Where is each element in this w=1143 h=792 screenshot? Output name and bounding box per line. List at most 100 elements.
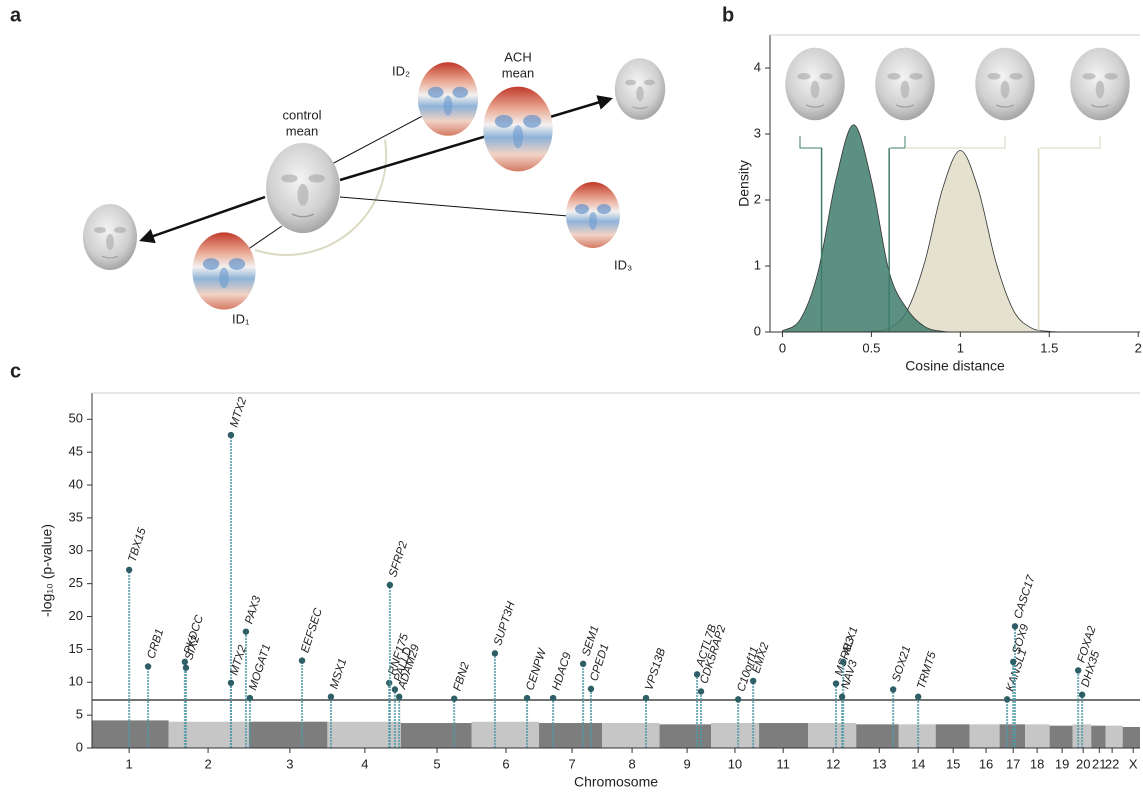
y-tick-label: 0 [76, 739, 83, 754]
x-tick-label: 17 [1006, 756, 1020, 771]
gene-label: CRB1 [145, 627, 166, 660]
peak-point [247, 695, 253, 701]
peak-point [643, 695, 649, 701]
y-tick-label: 20 [69, 608, 83, 623]
gene-label: PAX3 [243, 594, 263, 625]
background-band [1123, 727, 1140, 748]
background-band [539, 723, 602, 748]
x-tick-label: 1.5 [1040, 340, 1058, 355]
peak-point [588, 686, 594, 692]
gene-label: MSX1 [328, 657, 349, 691]
background-band [1091, 726, 1105, 748]
peak-point [915, 694, 921, 700]
peak-point [840, 659, 846, 665]
plot-area [782, 125, 1138, 332]
connector [244, 226, 282, 252]
panel-label: a [10, 4, 22, 26]
background-band [602, 723, 660, 748]
label: ID₃ [614, 257, 632, 272]
x-tick-label: 7 [568, 756, 575, 771]
peak-point [299, 657, 305, 663]
peak-point [1079, 692, 1085, 698]
gene-label: EEFSEC [299, 606, 325, 654]
gene-label: HDAC9 [550, 651, 574, 692]
label: mean [502, 65, 535, 80]
x-tick-label: 2 [204, 756, 211, 771]
peak-point [328, 694, 334, 700]
connector [800, 136, 822, 148]
peak-point [550, 695, 556, 701]
peak-point [735, 696, 741, 702]
background-band [808, 723, 856, 748]
y-tick-label: 40 [69, 476, 83, 491]
y-tick-label: 30 [69, 542, 83, 557]
y-tick-label: 5 [76, 707, 83, 722]
background-band [472, 722, 540, 748]
y-tick-label: 15 [69, 641, 83, 656]
x-tick-label: 15 [946, 756, 960, 771]
y-tick-label: 2 [754, 191, 761, 206]
gene-label: SUPT3H [492, 600, 518, 648]
y-tick-label: 50 [69, 411, 83, 426]
y-tick-label: 1 [754, 257, 761, 272]
x-tick-label: 9 [683, 756, 690, 771]
connector [340, 197, 568, 216]
peak-point [1004, 696, 1010, 702]
background-band [169, 722, 249, 748]
x-tick-label: 10 [728, 756, 742, 771]
label: control [282, 107, 321, 122]
label: mean [286, 123, 319, 138]
background-band [1025, 724, 1049, 748]
gene-label: FBN2 [452, 660, 473, 692]
peak-point [243, 628, 249, 634]
diagram: control mean ACH mean ID₁ ID₂ ID₃ [83, 49, 665, 326]
background-band [401, 723, 472, 748]
peak-point [833, 680, 839, 686]
x-tick-label: 1 [957, 340, 964, 355]
x-tick-label: 16 [979, 756, 993, 771]
face [615, 58, 665, 120]
face [483, 87, 552, 172]
gene-label: SOX21 [891, 644, 914, 683]
peak-point [228, 432, 234, 438]
background-band [660, 724, 711, 748]
face [1070, 48, 1129, 121]
label: ACH [504, 49, 531, 64]
x-tick-label: X [1129, 756, 1138, 771]
peak-point [580, 661, 586, 667]
y-tick-label: 4 [754, 59, 761, 74]
face [975, 48, 1034, 121]
gene-label: SFRP2 [387, 539, 410, 579]
y-tick-label: 3 [754, 125, 761, 140]
background-band [970, 724, 1000, 748]
gene-label: ALX1 [840, 625, 860, 656]
x-tick-label: 18 [1030, 756, 1044, 771]
x-tick-label: 6 [502, 756, 509, 771]
peak-point [698, 688, 704, 694]
y-tick-label: 25 [69, 575, 83, 590]
face [266, 143, 340, 233]
face [875, 48, 934, 121]
peak-point [492, 650, 498, 656]
gene-label: CENPW [524, 646, 549, 692]
label: ID₁ [232, 311, 250, 326]
connector [905, 136, 1005, 148]
peak-point [183, 665, 189, 671]
peak-point [396, 694, 402, 700]
figure: a b c control mean ACH mean ID₁ ID₂ ID₃ … [0, 0, 1143, 792]
background-band [1106, 726, 1123, 748]
background-band [936, 724, 970, 748]
peak-point [451, 695, 457, 701]
gene-label: TBX15 [126, 526, 148, 564]
background-band [1050, 726, 1073, 748]
peak-point [1010, 659, 1016, 665]
x-axis-title: Chromosome [574, 774, 658, 790]
x-tick-label: 11 [776, 756, 790, 771]
x-tick-label: 14 [911, 756, 925, 771]
y-tick-label: 35 [69, 509, 83, 524]
gene-label: MOGAT1 [247, 643, 273, 692]
background-band [759, 723, 808, 748]
x-tick-label: 5 [433, 756, 440, 771]
label: ID₂ [392, 63, 410, 78]
face [418, 62, 478, 136]
